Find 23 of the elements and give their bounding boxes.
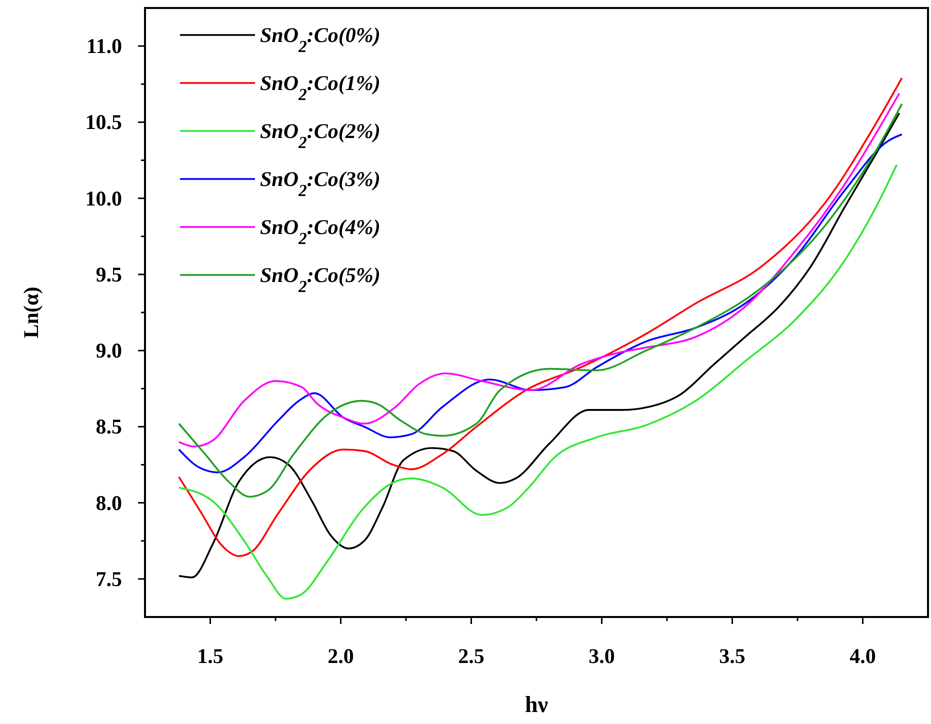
- y-tick-label: 10.5: [85, 110, 122, 134]
- y-tick-label: 9.5: [96, 262, 122, 286]
- x-tick-label: 2.0: [328, 644, 354, 668]
- x-tick-label: 2.5: [458, 644, 484, 668]
- y-tick-label: 9.0: [96, 338, 122, 363]
- x-tick-label: 3.0: [588, 644, 615, 668]
- y-tick-label: 8.5: [96, 414, 122, 439]
- y-tick-label: 8.0: [96, 490, 122, 515]
- legend-label: SnO$_{2}$:Co(1%): [260, 71, 380, 104]
- legend-label: SnO$_{2}$:Co(4%): [260, 215, 380, 248]
- y-tick-label: 11.0: [86, 34, 122, 58]
- x-tick-label: 4.0: [850, 644, 876, 668]
- legend-label: SnO$_{2}$:Co(3%): [260, 167, 380, 200]
- x-tick-label: 3.5: [719, 644, 746, 668]
- x-tick-label: 1.5: [197, 644, 224, 668]
- y-tick-label: 7.5: [96, 566, 122, 591]
- legend-label: SnO$_{2}$:Co(5%): [260, 263, 380, 296]
- y-tick-label: 10.0: [85, 186, 122, 210]
- legend-label: SnO$_{2}$:Co(2%): [260, 119, 380, 152]
- line-series: [178, 164, 898, 600]
- legend-label: SnO$_{2}$:Co(0%): [260, 23, 380, 56]
- x-axis-title: hν: [524, 692, 548, 717]
- y-axis-title: Ln(α): [19, 286, 43, 338]
